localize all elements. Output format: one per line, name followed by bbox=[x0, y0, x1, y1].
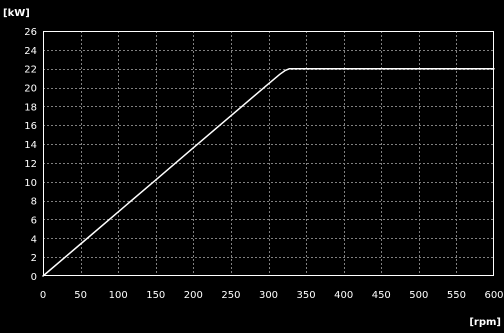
y-tick-label: 4 bbox=[31, 234, 37, 245]
y-tick-label: 2 bbox=[31, 253, 37, 264]
plot-border bbox=[43, 31, 494, 276]
y-tick-label: 20 bbox=[24, 84, 37, 95]
x-tick-label: 100 bbox=[109, 290, 128, 301]
y-tick-label: 18 bbox=[24, 102, 37, 113]
y-tick-label: 6 bbox=[31, 215, 37, 226]
y-tick-label: 14 bbox=[24, 140, 37, 151]
y-axis-label: [kW] bbox=[3, 8, 30, 19]
y-tick-label: 8 bbox=[31, 197, 37, 208]
x-tick-label: 450 bbox=[372, 290, 391, 301]
x-tick-label: 0 bbox=[40, 290, 46, 301]
x-tick-label: 200 bbox=[184, 290, 203, 301]
power-curve-line bbox=[42, 67, 495, 277]
y-tick-label: 10 bbox=[24, 178, 37, 189]
y-tick-label: 12 bbox=[24, 159, 37, 170]
y-tick-label: 16 bbox=[24, 121, 37, 132]
x-tick-label: 350 bbox=[297, 290, 316, 301]
y-tick-label: 22 bbox=[24, 65, 37, 76]
x-axis-label: [rpm] bbox=[469, 317, 501, 328]
y-tick-label: 0 bbox=[31, 272, 37, 283]
x-tick-labels: 0 50 100 150 200 250 300 350 400 450 500 550 600 bbox=[40, 290, 504, 301]
plot-frame bbox=[43, 31, 494, 276]
x-tick-label: 50 bbox=[74, 290, 87, 301]
y-tick-label: 24 bbox=[24, 46, 37, 57]
x-tick-label: 550 bbox=[447, 290, 466, 301]
x-tick-label: 400 bbox=[334, 290, 353, 301]
x-tick-label: 300 bbox=[259, 290, 278, 301]
y-tick-label: 26 bbox=[24, 27, 37, 38]
series-layer bbox=[42, 67, 495, 277]
x-tick-label: 600 bbox=[484, 290, 503, 301]
x-tick-label: 500 bbox=[409, 290, 428, 301]
x-tick-label: 250 bbox=[221, 290, 240, 301]
x-tick-label: 150 bbox=[146, 290, 165, 301]
grid-lines bbox=[43, 31, 494, 276]
